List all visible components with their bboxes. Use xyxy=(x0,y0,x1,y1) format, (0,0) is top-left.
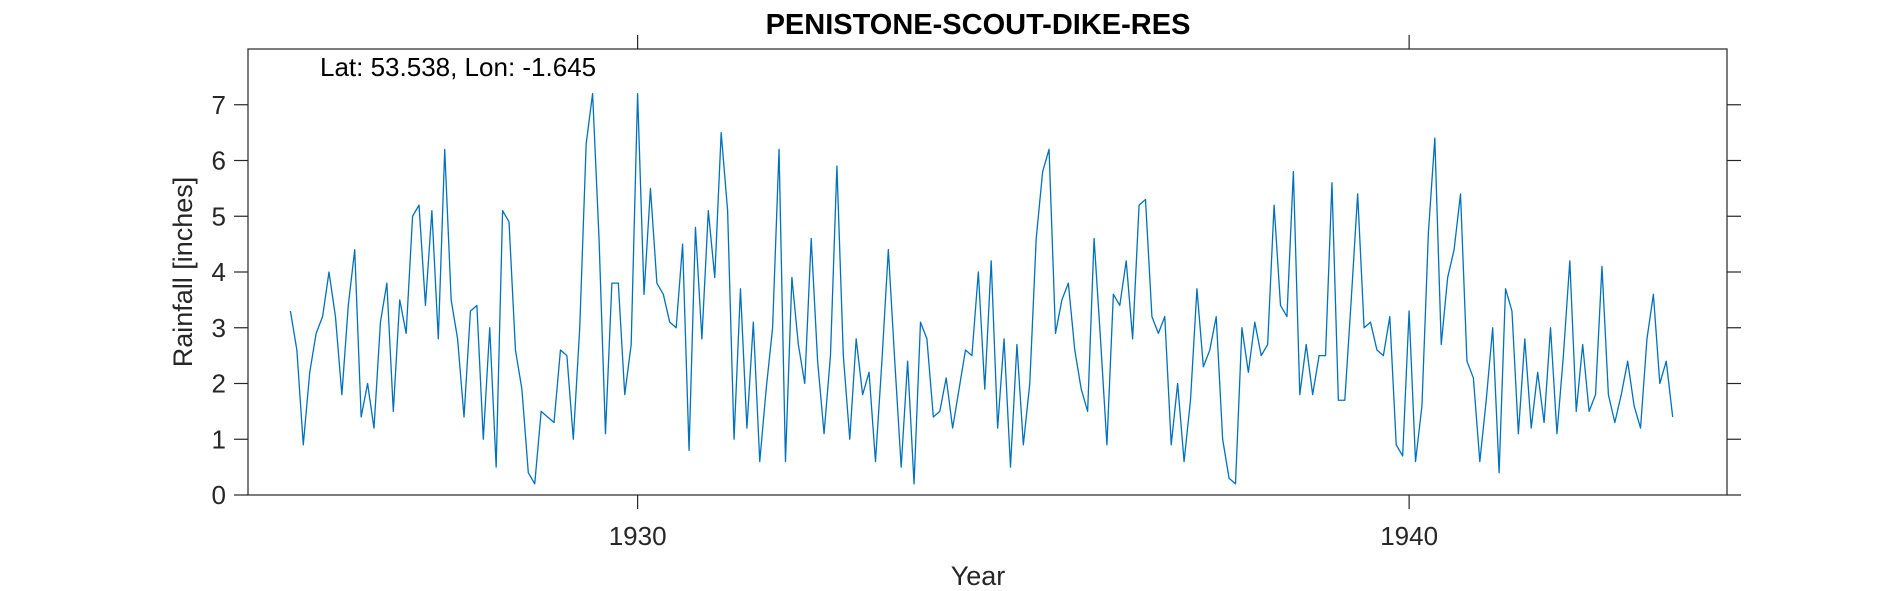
y-tick-label: 3 xyxy=(212,313,226,343)
x-tick-label: 1940 xyxy=(1380,521,1438,551)
y-tick-label: 5 xyxy=(212,201,226,231)
axis-ticks xyxy=(234,35,1741,509)
y-tick-label: 2 xyxy=(212,369,226,399)
y-tick-label: 7 xyxy=(212,90,226,120)
rainfall-series-line xyxy=(289,92,1674,485)
y-tick-label: 6 xyxy=(212,146,226,176)
y-tick-label: 4 xyxy=(212,257,226,287)
location-annotation: Lat: 53.538, Lon: -1.645 xyxy=(320,52,596,82)
axis-tick-labels: 0 1 2 3 4 5 6 7 1930 1940 xyxy=(212,90,1439,551)
x-tick-label: 1930 xyxy=(609,521,667,551)
x-axis-label: Year xyxy=(951,561,1006,591)
y-tick-label: 0 xyxy=(212,480,226,510)
y-tick-label: 1 xyxy=(212,424,226,454)
chart-title: PENISTONE-SCOUT-DIKE-RES xyxy=(766,9,1191,41)
y-axis-label: Rainfall [inches] xyxy=(168,177,198,368)
plot-box xyxy=(247,48,1728,496)
